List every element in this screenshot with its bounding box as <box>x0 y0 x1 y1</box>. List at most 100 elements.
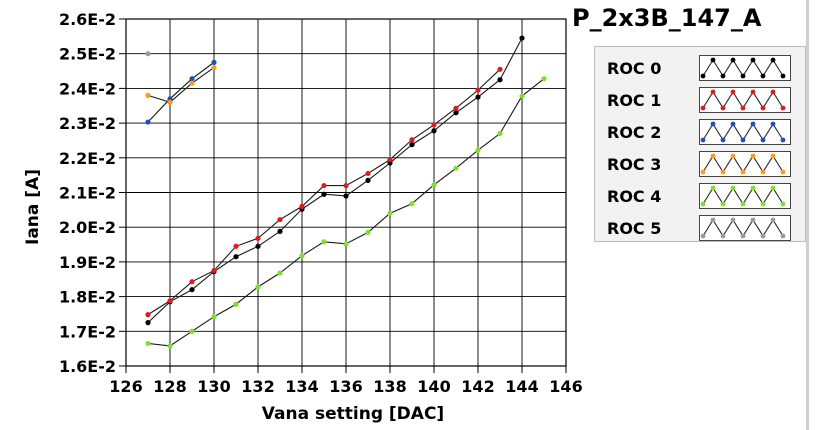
data-point-roc-0 <box>277 228 283 234</box>
legend-swatch-marker <box>770 217 776 223</box>
legend-swatch-marker <box>770 121 776 127</box>
legend-swatch-graphic <box>700 89 786 111</box>
series-roc-5 <box>145 51 151 57</box>
legend-swatch-marker <box>730 89 736 95</box>
x-tick-label: 144 <box>505 377 538 396</box>
x-tick-label: 126 <box>109 377 142 396</box>
legend-swatch-roc-5 <box>699 215 791 241</box>
legend-swatch-marker <box>770 89 776 95</box>
legend-swatch-marker <box>770 57 776 63</box>
legend-swatch-roc-2 <box>699 119 791 145</box>
legend-swatch-marker <box>760 233 766 239</box>
legend-swatch-roc-1 <box>699 87 791 113</box>
legend-swatch-marker <box>700 169 706 175</box>
legend-item-roc-3: ROC 3 <box>595 147 805 179</box>
data-point-roc-1 <box>255 235 261 241</box>
chart-title: P_2x3B_147_A <box>572 4 762 32</box>
legend-swatch-marker <box>750 185 756 191</box>
legend-swatch-marker <box>780 169 786 175</box>
data-point-roc-0 <box>255 243 261 249</box>
data-point-roc-1 <box>497 66 503 72</box>
y-tick-label: 2.4E-2 <box>59 79 116 98</box>
legend-swatch-line <box>702 59 784 77</box>
legend-item-roc-5: ROC 5 <box>595 211 805 243</box>
legend-swatch-marker <box>730 121 736 127</box>
data-point-roc-2 <box>211 59 217 65</box>
legend-swatch-roc-4 <box>699 183 791 209</box>
legend-swatch-marker <box>710 89 716 95</box>
legend: ROC 0 ROC 1 ROC 2 ROC 3 ROC 4 ROC 5 <box>594 46 806 242</box>
legend-swatch-marker <box>750 89 756 95</box>
legend-swatch-marker <box>710 57 716 63</box>
data-point-roc-4 <box>255 284 261 290</box>
legend-swatch-marker <box>740 137 746 143</box>
legend-swatch-graphic <box>700 153 786 175</box>
y-tick-label: 2.3E-2 <box>59 114 116 133</box>
data-point-roc-4 <box>343 241 349 247</box>
legend-swatch-marker <box>770 153 776 159</box>
y-tick-label: 2.5E-2 <box>59 45 116 64</box>
data-point-roc-4 <box>497 130 503 137</box>
legend-swatch-marker <box>780 137 786 143</box>
data-point-roc-1 <box>211 267 217 274</box>
data-point-roc-4 <box>453 165 459 171</box>
legend-swatch-marker <box>720 105 726 111</box>
data-point-roc-0 <box>343 193 349 199</box>
legend-swatch-marker <box>710 153 716 159</box>
legend-swatch-marker <box>750 57 756 63</box>
legend-swatch-marker <box>750 121 756 127</box>
series-line-roc-2 <box>147 61 215 123</box>
y-tick-label: 1.8E-2 <box>59 288 116 307</box>
y-tick-label: 1.7E-2 <box>59 322 116 341</box>
series-line-roc-3 <box>147 67 215 103</box>
data-point-roc-3 <box>167 99 173 105</box>
data-point-roc-4 <box>233 301 239 307</box>
legend-swatch-marker <box>720 233 726 239</box>
data-point-roc-1 <box>365 170 371 177</box>
legend-swatch-marker <box>780 73 786 79</box>
data-point-roc-0 <box>431 128 437 134</box>
data-point-roc-1 <box>189 279 195 285</box>
legend-item-roc-4: ROC 4 <box>595 179 805 211</box>
legend-swatch-graphic <box>700 217 786 239</box>
series-roc-4 <box>145 76 547 349</box>
legend-swatch-marker <box>740 73 746 79</box>
series-roc-3 <box>145 64 217 105</box>
legend-swatch-graphic <box>700 185 786 207</box>
x-axis-label: Vana setting [DAC] <box>262 404 444 424</box>
data-point-roc-0 <box>409 142 415 148</box>
y-tick-label: 2.6E-2 <box>59 10 116 29</box>
y-tick-label: 1.9E-2 <box>59 253 116 272</box>
data-point-roc-3 <box>189 80 195 86</box>
legend-swatch-marker <box>700 73 706 79</box>
legend-swatch-roc-0 <box>699 55 791 81</box>
legend-swatch-marker <box>760 137 766 143</box>
data-point-roc-4 <box>519 93 525 99</box>
legend-swatch-marker <box>720 169 726 175</box>
data-point-roc-4 <box>145 340 151 347</box>
data-point-roc-4 <box>387 210 393 216</box>
legend-swatch-marker <box>740 105 746 111</box>
data-point-roc-0 <box>519 35 525 41</box>
data-point-roc-4 <box>277 270 283 276</box>
panel-edge <box>806 0 809 430</box>
legend-swatch-marker <box>730 57 736 63</box>
x-tick-label: 136 <box>329 377 362 396</box>
data-point-roc-0 <box>145 320 151 326</box>
series-layer <box>145 35 547 349</box>
legend-label: ROC 4 <box>607 187 662 206</box>
data-point-roc-1 <box>299 203 305 209</box>
legend-swatch-marker <box>780 105 786 111</box>
legend-swatch-marker <box>740 169 746 175</box>
x-tick-label: 142 <box>461 377 494 396</box>
legend-swatch-marker <box>740 201 746 207</box>
data-point-roc-4 <box>365 229 371 236</box>
x-tick-label: 134 <box>285 377 318 396</box>
data-point-roc-1 <box>233 243 239 249</box>
legend-swatch-marker <box>700 137 706 143</box>
legend-swatch-marker <box>760 105 766 111</box>
data-point-roc-1 <box>145 312 151 318</box>
legend-swatch-marker <box>760 169 766 175</box>
legend-swatch-marker <box>710 185 716 191</box>
